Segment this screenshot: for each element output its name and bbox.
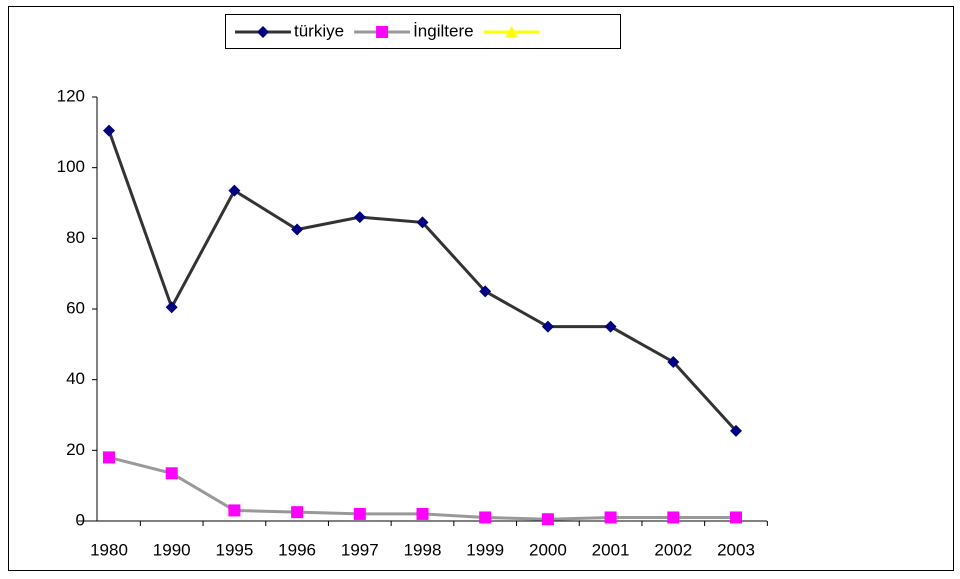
data-point [541, 320, 554, 333]
data-point [353, 211, 366, 224]
x-tick-label: 1996 [278, 540, 316, 559]
x-tick-label: 1980 [90, 540, 128, 559]
data-point [416, 216, 429, 229]
legend-label: İngiltere [413, 21, 473, 40]
legend-marker [376, 26, 389, 38]
legend-marker [257, 26, 269, 38]
data-point [730, 511, 742, 524]
y-tick-label: 0 [76, 510, 85, 529]
data-point [604, 320, 617, 333]
data-point [604, 511, 617, 524]
x-tick-label: 2002 [654, 540, 692, 559]
x-tick-label: 2003 [717, 540, 755, 559]
legend-label: türkiye [294, 21, 344, 40]
x-tick-label: 1998 [404, 540, 442, 559]
data-point [541, 513, 554, 526]
x-tick-label: 2000 [529, 540, 567, 559]
data-point [165, 467, 178, 480]
y-tick-label: 20 [66, 440, 85, 459]
x-tick-label: 1999 [466, 540, 504, 559]
data-point [479, 511, 492, 524]
data-point [667, 356, 680, 368]
data-point [353, 507, 366, 520]
data-point [228, 504, 241, 517]
data-point [103, 124, 115, 137]
data-point [730, 424, 742, 437]
x-tick-label: 2001 [592, 540, 630, 559]
legend-box [225, 14, 621, 49]
data-point [103, 451, 115, 464]
y-tick-label: 100 [57, 157, 85, 176]
data-point [479, 285, 492, 298]
data-point [416, 507, 429, 520]
x-tick-label: 1995 [215, 540, 253, 559]
y-tick-label: 80 [66, 228, 85, 247]
data-point [291, 506, 304, 519]
data-point [228, 184, 241, 197]
data-point [291, 223, 304, 236]
x-tick-label: 1997 [341, 540, 379, 559]
legend-marker [505, 26, 518, 37]
data-point [165, 301, 178, 314]
x-tick-label: 1990 [153, 540, 191, 559]
y-tick-label: 40 [66, 369, 85, 388]
y-tick-label: 60 [66, 298, 85, 317]
data-point [667, 511, 680, 524]
y-tick-label: 120 [57, 86, 85, 105]
